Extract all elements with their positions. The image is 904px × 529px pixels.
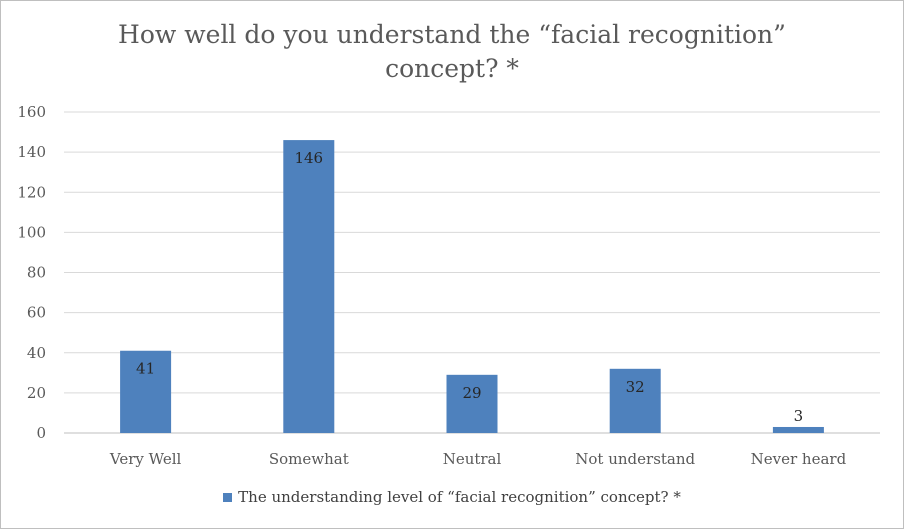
x-tick-label: Never heard	[751, 450, 847, 468]
bar	[120, 350, 172, 433]
data-label: 3	[794, 407, 804, 425]
x-tick-label: Somewhat	[269, 450, 349, 468]
data-label: 29	[462, 384, 481, 402]
legend: The understanding level of “facial recog…	[0, 488, 904, 506]
legend-swatch	[223, 492, 233, 502]
y-tick-label: 120	[17, 183, 46, 201]
bar	[772, 426, 824, 433]
x-tick-label: Neutral	[443, 450, 502, 468]
x-tick-label: Not understand	[575, 450, 695, 468]
y-tick-label: 100	[17, 223, 46, 241]
bar	[446, 374, 498, 433]
y-tick-label: 80	[27, 264, 46, 282]
data-label: 32	[626, 378, 645, 396]
data-label: 41	[136, 360, 155, 378]
y-tick-label: 140	[17, 143, 46, 161]
data-label: 146	[294, 149, 323, 167]
legend-label: The understanding level of “facial recog…	[238, 488, 681, 506]
y-tick-label: 20	[27, 384, 46, 402]
y-tick-label: 60	[27, 304, 46, 322]
bar	[609, 368, 661, 433]
bar	[283, 140, 335, 433]
chart-title: How well do you understand the “facial r…	[118, 20, 786, 83]
y-tick-label: 0	[36, 424, 46, 442]
y-tick-label: 40	[27, 344, 46, 362]
x-tick-label: Very Well	[109, 450, 182, 468]
y-tick-label: 160	[17, 103, 46, 121]
